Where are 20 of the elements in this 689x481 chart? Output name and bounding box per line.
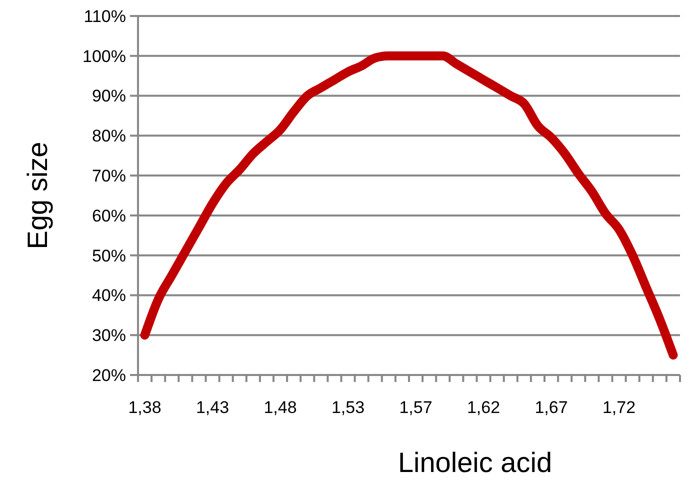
y-tick-label: 20%	[92, 366, 126, 385]
y-tick-label: 90%	[92, 86, 126, 106]
x-tick-label: 1,43	[196, 398, 230, 417]
x-tick-label: 1,57	[399, 398, 432, 417]
x-tick-label: 1,67	[534, 398, 568, 417]
y-tick-label: 100%	[82, 46, 126, 66]
y-tick-label: 40%	[92, 286, 126, 306]
y-tick-label: 50%	[92, 246, 126, 266]
y-tick-label: 80%	[92, 126, 126, 146]
y-tick-label: 30%	[92, 326, 126, 346]
x-tick-label: 1,53	[331, 398, 365, 417]
x-tick-label: 1,62	[466, 398, 500, 417]
y-tick-label: 110%	[84, 6, 126, 26]
x-tick-label: 1,72	[602, 398, 636, 417]
x-tick-label: 1,48	[264, 398, 297, 417]
y-tick-label: 60%	[92, 206, 126, 226]
x-tick-label: 1,38	[128, 398, 162, 417]
x-axis-title: Linoleic acid	[398, 447, 552, 478]
y-axis-title: Egg size	[22, 142, 53, 250]
y-tick-label: 70%	[92, 166, 126, 186]
